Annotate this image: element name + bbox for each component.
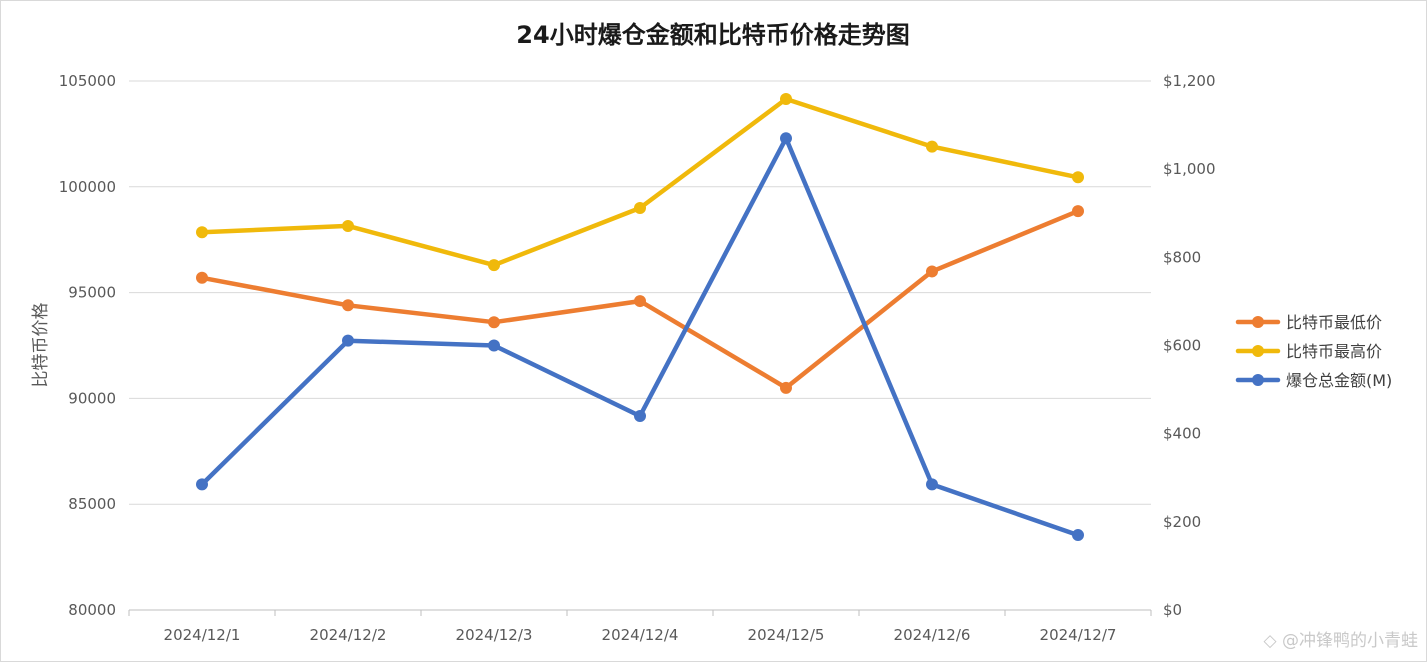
data-point <box>196 226 208 239</box>
data-point <box>1072 171 1084 184</box>
data-point <box>342 299 354 312</box>
x-tick-label: 2024/12/5 <box>748 626 825 644</box>
data-point <box>1072 529 1084 542</box>
data-point <box>926 265 938 278</box>
x-tick-label: 2024/12/6 <box>894 626 971 644</box>
data-point <box>196 271 208 284</box>
legend-label: 比特币最高价 <box>1286 342 1382 361</box>
y-tick-label: 100000 <box>59 178 116 196</box>
data-point <box>926 140 938 153</box>
watermark: ◇ @冲锋鸭的小青蛙 <box>1264 631 1418 651</box>
x-tick-label: 2024/12/4 <box>602 626 679 644</box>
series <box>196 92 1084 542</box>
axes: 105000 100000 95000 90000 85000 80000 $1,200 $1… <box>59 72 1216 644</box>
data-point <box>634 410 646 423</box>
data-point <box>634 295 646 308</box>
data-point <box>926 478 938 491</box>
data-point <box>634 201 646 214</box>
y2-tick-label: $1,200 <box>1163 72 1216 90</box>
data-point <box>780 381 792 394</box>
legend-label: 爆仓总金额(M) <box>1286 371 1392 390</box>
data-point <box>780 92 792 105</box>
y-axis-label: 比特币价格 <box>31 303 51 388</box>
x-tick-label: 2024/12/7 <box>1040 626 1117 644</box>
data-point <box>780 132 792 145</box>
gridlines <box>129 80 1151 505</box>
y2-tick-label: $1,000 <box>1163 160 1216 178</box>
y2-tick-label: $600 <box>1163 337 1201 355</box>
data-point <box>342 219 354 232</box>
legend-marker <box>1252 374 1264 386</box>
legend-marker <box>1252 345 1264 357</box>
y-tick-label: 105000 <box>59 72 116 90</box>
x-tick-label: 2024/12/2 <box>310 626 387 644</box>
y-tick-label: 90000 <box>68 389 116 407</box>
y2-tick-label: $400 <box>1163 425 1201 443</box>
data-point <box>488 259 500 272</box>
legend-label: 比特币最低价 <box>1286 313 1382 332</box>
y-tick-label: 80000 <box>68 601 116 619</box>
y-tick-label: 95000 <box>68 284 116 302</box>
data-point <box>196 478 208 491</box>
y2-tick-label: $0 <box>1163 601 1182 619</box>
y2-tick-label: $200 <box>1163 513 1201 531</box>
data-point <box>1072 205 1084 218</box>
y-tick-label: 85000 <box>68 495 116 513</box>
x-tick-label: 2024/12/3 <box>456 626 533 644</box>
x-tick-label: 2024/12/1 <box>164 626 241 644</box>
data-point <box>488 339 500 352</box>
y2-tick-label: $800 <box>1163 248 1201 266</box>
data-point <box>342 334 354 347</box>
data-point <box>488 316 500 329</box>
chart-title: 24小时爆仓金额和比特币价格走势图 <box>516 21 909 49</box>
legend-marker <box>1252 316 1264 328</box>
